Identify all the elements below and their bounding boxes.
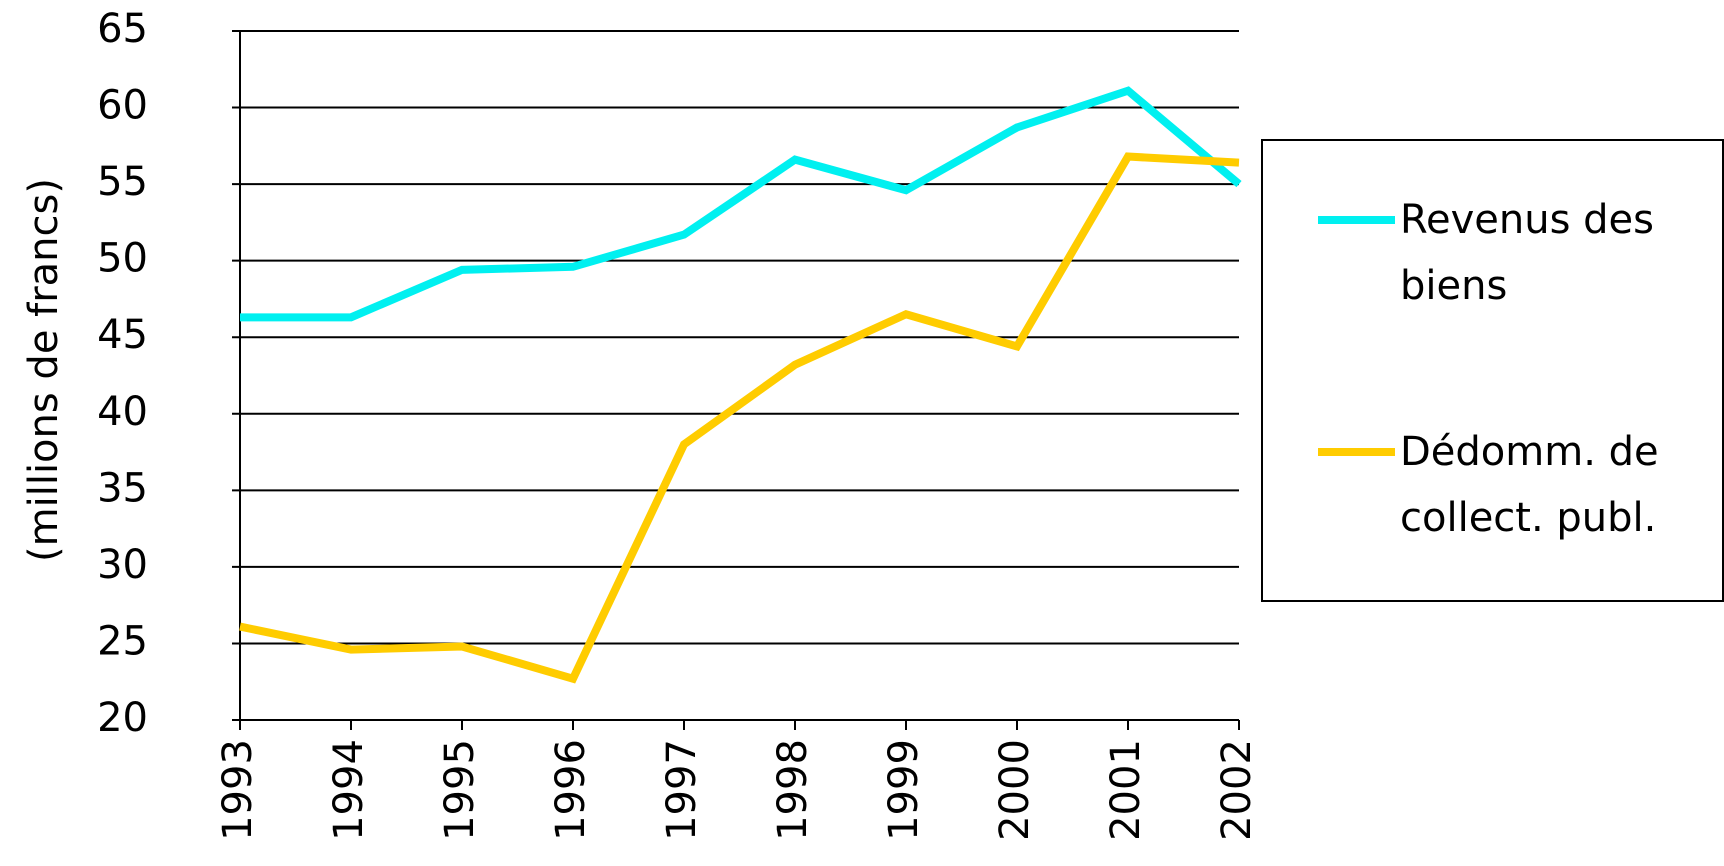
y-tick-label: 45 — [97, 312, 148, 358]
y-tick-label: 50 — [97, 236, 148, 282]
legend-entry: Revenus des biens — [1400, 197, 1654, 309]
legend-entry: Dédomm. de collect. publ. — [1400, 429, 1659, 541]
x-tick-label: 1999 — [881, 739, 927, 841]
series-line — [239, 152, 1240, 684]
x-tick-label: 1998 — [770, 739, 816, 841]
y-tick-label: 35 — [97, 465, 148, 511]
y-tick-label: 25 — [97, 618, 148, 664]
y-tick-label: 20 — [97, 695, 148, 741]
x-tick-label: 1997 — [659, 739, 705, 841]
x-tick-label: 1994 — [326, 739, 372, 841]
x-tick-label: 1993 — [215, 739, 261, 841]
series-line — [240, 86, 1242, 322]
legend-label: Dédomm. de collect. publ. — [1400, 429, 1659, 541]
x-tick-label: 2000 — [992, 739, 1038, 841]
x-tick-label: 1996 — [548, 739, 594, 841]
x-tick-label: 2001 — [1103, 739, 1149, 841]
y-axis-label: (millions de francs) — [21, 178, 67, 562]
y-tick-label: 65 — [97, 6, 148, 52]
y-tick-label: 60 — [97, 83, 148, 129]
y-tick-label: 40 — [97, 389, 148, 435]
y-tick-label: 30 — [97, 542, 148, 588]
legend-label: Revenus des biens — [1400, 197, 1654, 309]
x-tick-label: 1995 — [437, 739, 483, 841]
x-tick-label: 2002 — [1214, 739, 1260, 841]
y-tick-label: 55 — [97, 159, 148, 205]
